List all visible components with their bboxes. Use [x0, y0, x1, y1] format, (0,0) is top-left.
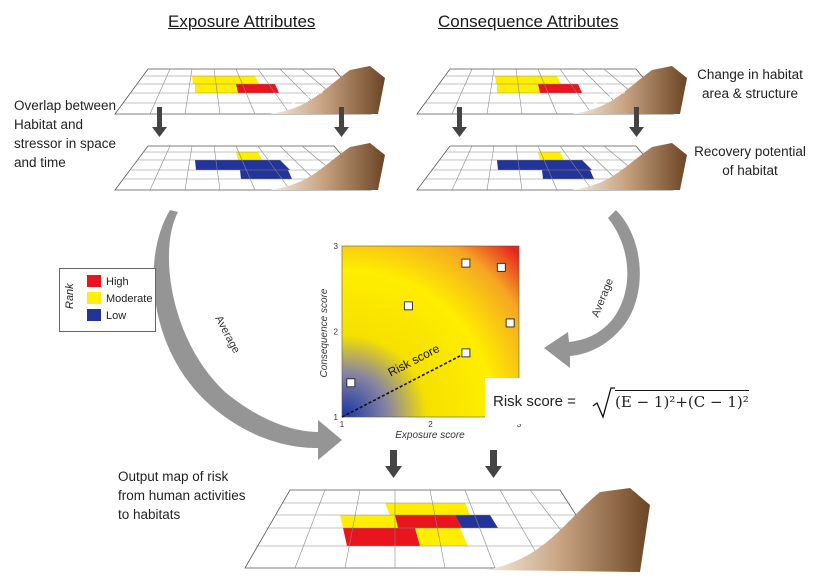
- y-tick-label: 1: [334, 413, 339, 422]
- left-average-arrow: [153, 210, 342, 460]
- output-line-3: to habitats: [118, 507, 181, 522]
- recovery-potential-label: Recovery potential of habitat: [680, 142, 820, 180]
- x-axis-label: Exposure score: [395, 430, 465, 441]
- consequence-attributes-header: Consequence Attributes: [438, 12, 619, 31]
- average-left-label: Average: [212, 314, 242, 356]
- formula-rhs: (E − 1)²+(C − 1)²: [615, 390, 749, 411]
- sqrt-symbol: [592, 387, 615, 419]
- formula-box: Risk score = (E − 1)²+(C − 1)²: [485, 378, 785, 424]
- consequence-grid-bottom: [416, 143, 687, 191]
- legend-swatch-high: [87, 275, 101, 287]
- change-line-2: area & structure: [701, 86, 799, 101]
- output-line-1: Output map of risk: [118, 469, 229, 484]
- overlap-line-1: Overlap between: [14, 98, 117, 113]
- legend-title: Rank: [64, 283, 76, 309]
- scatter-point: [403, 301, 413, 311]
- y-tick-label: 2: [334, 328, 339, 337]
- recovery-line-2: of habitat: [722, 163, 778, 178]
- consequence-grid-top: Shoreline: [416, 66, 687, 115]
- average-right-label: Average: [590, 277, 616, 319]
- x-tick-label: 3: [517, 420, 522, 429]
- change-line-1: Change in habitat: [697, 67, 803, 82]
- legend-label-high: High: [106, 276, 129, 288]
- legend-swatch-moderate: [87, 292, 101, 304]
- scatter-point: [496, 262, 506, 272]
- x-tick-label: 1: [340, 420, 345, 429]
- overlap-line-2: Habitat and: [14, 117, 84, 132]
- right-average-arrow: [544, 210, 640, 368]
- x-tick-label: 2: [428, 420, 433, 429]
- scatter-point: [461, 258, 471, 268]
- change-habitat-label: Change in habitat area & structure: [680, 65, 820, 103]
- rank-legend: Rank High Moderate Low: [59, 268, 156, 332]
- exposure-grid-top: Shoreline: [114, 66, 385, 115]
- legend-label-low: Low: [106, 310, 127, 322]
- overlap-line-4: and time: [14, 155, 66, 170]
- legend-item-high: High: [87, 275, 129, 290]
- risk-score-line: [341, 352, 467, 418]
- legend-item-moderate: Moderate: [87, 292, 152, 307]
- overlap-line-3: stressor in space: [14, 136, 117, 151]
- output-risk-grid: [244, 488, 650, 572]
- y-axis-label: Consequence score: [319, 288, 330, 377]
- legend-item-low: Low: [87, 309, 126, 324]
- legend-swatch-low: [87, 309, 101, 321]
- scatter-point: [461, 348, 471, 358]
- scatter-point: [505, 318, 515, 328]
- y-tick-label: 3: [334, 242, 339, 251]
- exposure-attributes-header: Exposure Attributes: [168, 12, 316, 31]
- recovery-line-1: Recovery potential: [694, 144, 806, 159]
- exposure-grid-bottom: [114, 143, 385, 191]
- formula-lhs: Risk score =: [493, 393, 576, 410]
- legend-label-moderate: Moderate: [106, 293, 153, 305]
- scatter-point: [346, 378, 356, 388]
- output-line-2: from human activities: [118, 488, 246, 503]
- overlap-label: Overlap between Habitat and stressor in …: [14, 96, 116, 172]
- output-map-label: Output map of risk from human activities…: [118, 467, 246, 524]
- down-arrows: [152, 107, 644, 478]
